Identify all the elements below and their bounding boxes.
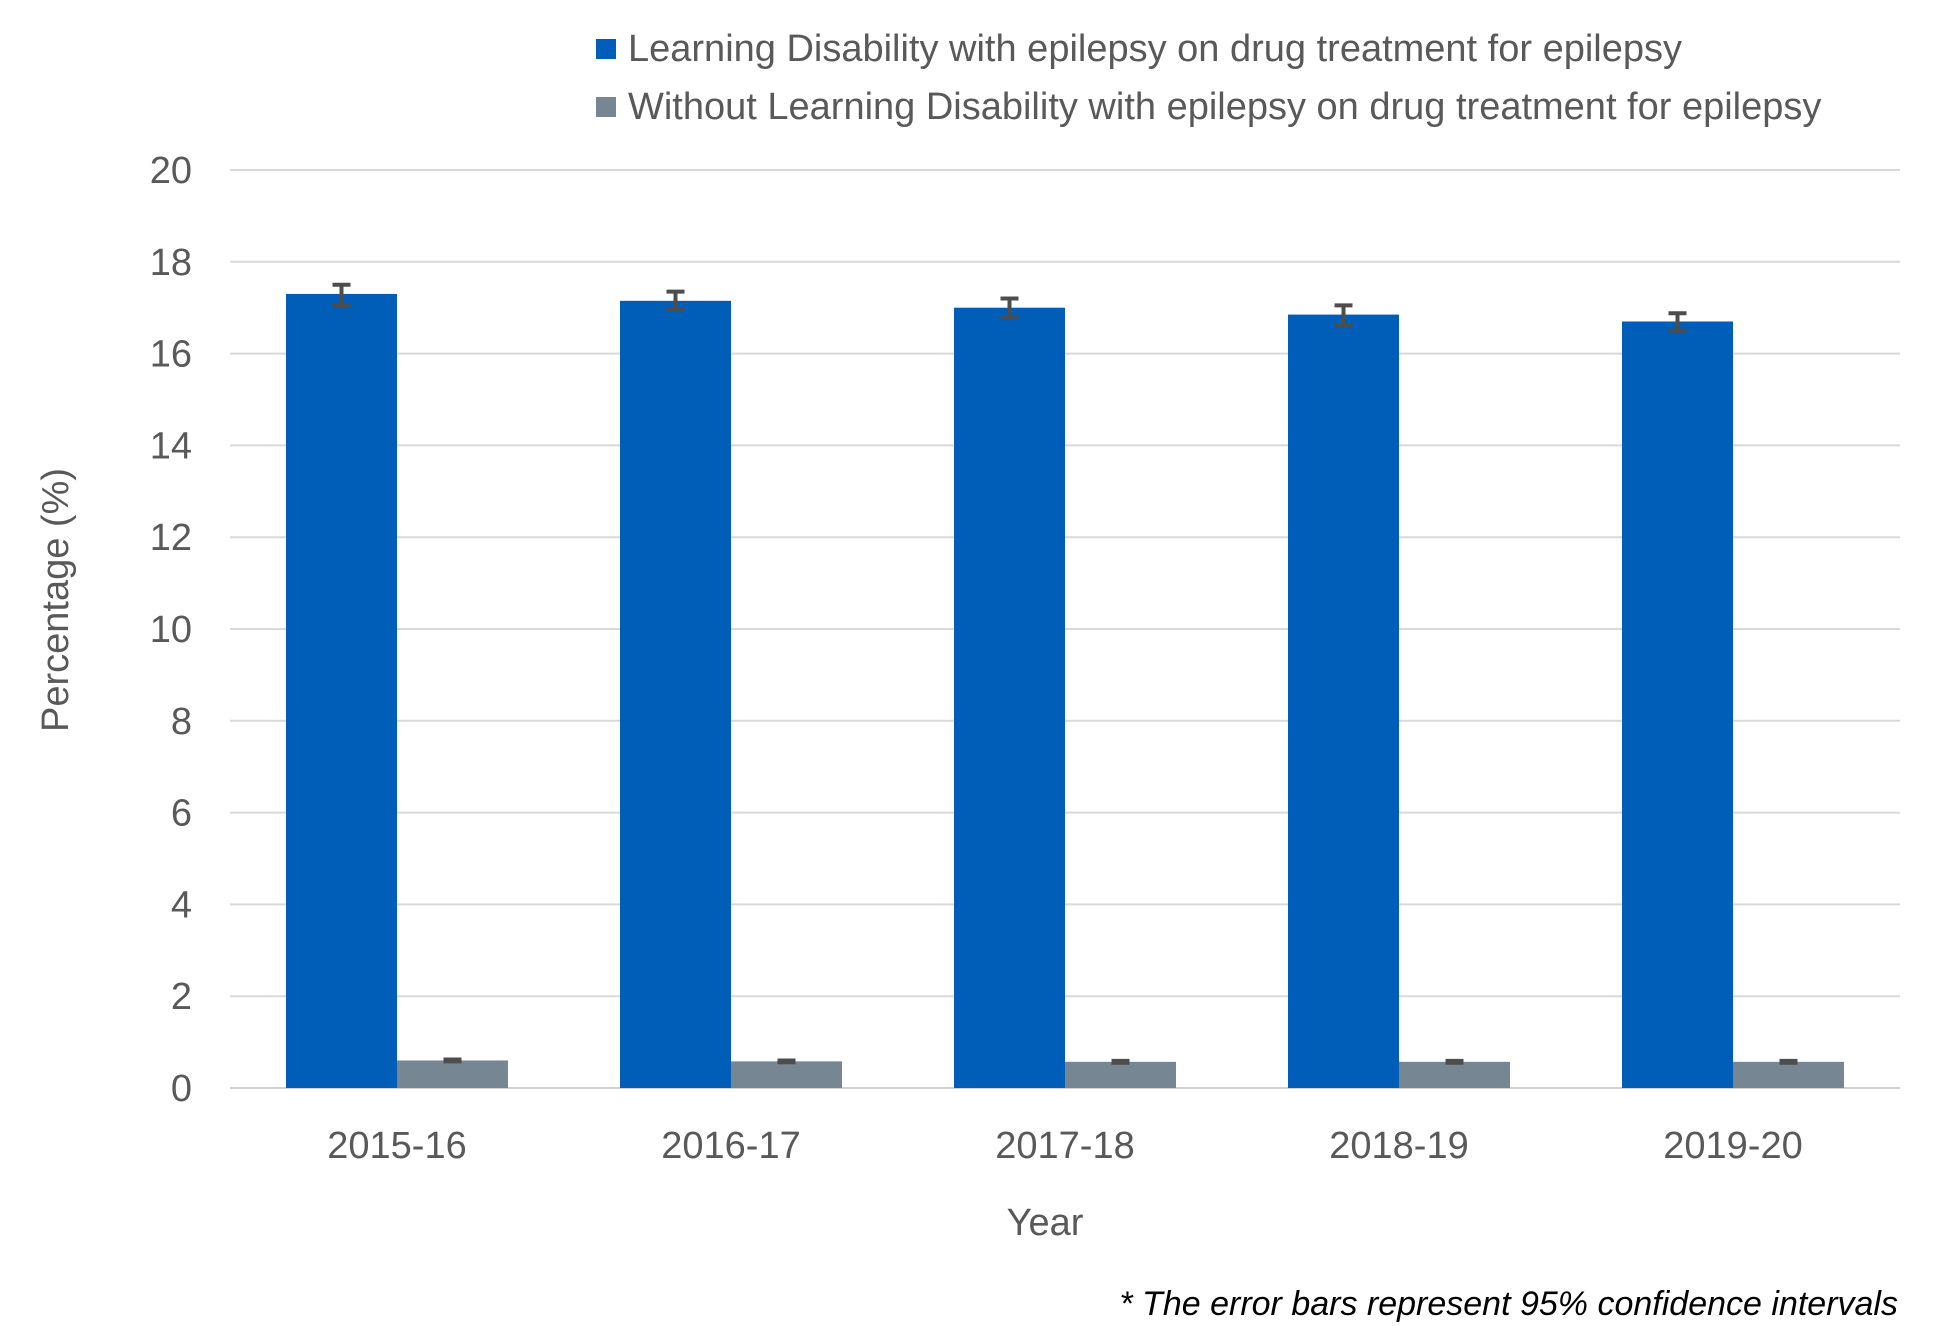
y-tick-label: 12	[150, 517, 192, 559]
legend-item-without-ld: Without Learning Disability with epileps…	[596, 78, 1821, 136]
bar-series-0-2015-16	[286, 293, 397, 1088]
legend-swatch-without-ld	[596, 97, 616, 117]
y-tick-label: 2	[171, 976, 192, 1018]
error-bar	[332, 282, 351, 308]
y-tick-label: 10	[150, 609, 192, 651]
bar-series-0-2018-19	[1288, 314, 1399, 1089]
bar-series-1-2018-19	[1399, 1061, 1510, 1088]
error-bar	[777, 1058, 796, 1065]
error-bar	[1779, 1058, 1798, 1065]
y-tick-label: 4	[171, 884, 192, 926]
legend-label-ld: Learning Disability with epilepsy on dru…	[628, 27, 1682, 70]
bar-series-1-2015-16	[397, 1060, 508, 1088]
y-tick-label: 6	[171, 793, 192, 835]
x-tick-label: 2016-17	[661, 1125, 800, 1167]
x-axis-label: Year	[1007, 1202, 1084, 1244]
bar-series-1-2019-20	[1733, 1061, 1844, 1088]
x-tick-label: 2015-16	[327, 1125, 466, 1167]
error-bar	[666, 289, 685, 312]
y-tick-label: 0	[171, 1068, 192, 1110]
y-tick-label: 8	[171, 701, 192, 743]
bars	[286, 293, 1844, 1089]
bar-series-0-2016-17	[620, 300, 731, 1088]
bar-series-0-2017-18	[954, 307, 1065, 1088]
error-bars	[332, 282, 1798, 1065]
bar-series-0-2019-20	[1622, 321, 1733, 1089]
x-tick-label: 2017-18	[995, 1125, 1134, 1167]
y-tick-label: 16	[150, 334, 192, 376]
error-bar	[1111, 1058, 1130, 1065]
error-bar	[1668, 311, 1687, 333]
error-bar	[1334, 303, 1353, 329]
legend-item-ld: Learning Disability with epilepsy on dru…	[596, 20, 1821, 78]
legend: Learning Disability with epilepsy on dru…	[596, 20, 1821, 136]
y-axis-label: Percentage (%)	[35, 468, 77, 732]
x-tick-label: 2019-20	[1663, 1125, 1802, 1167]
error-bar	[1445, 1058, 1464, 1065]
y-tick-label: 20	[150, 150, 192, 192]
bar-series-1-2017-18	[1065, 1061, 1176, 1088]
legend-label-without-ld: Without Learning Disability with epileps…	[628, 85, 1822, 128]
y-tick-label: 14	[150, 425, 192, 467]
bar-series-1-2016-17	[731, 1061, 842, 1088]
x-tick-label: 2018-19	[1329, 1125, 1468, 1167]
error-bar	[1000, 296, 1019, 319]
error-bar	[443, 1057, 462, 1064]
y-tick-label: 18	[150, 242, 192, 284]
footnote: * The error bars represent 95% confidenc…	[1119, 1285, 1898, 1323]
axis-ticks: 0 2 4 6 8 10 12 14 16 18 20 2015-16 2016-17 2017-18 20…	[150, 150, 1803, 1167]
legend-swatch-ld	[596, 39, 616, 59]
